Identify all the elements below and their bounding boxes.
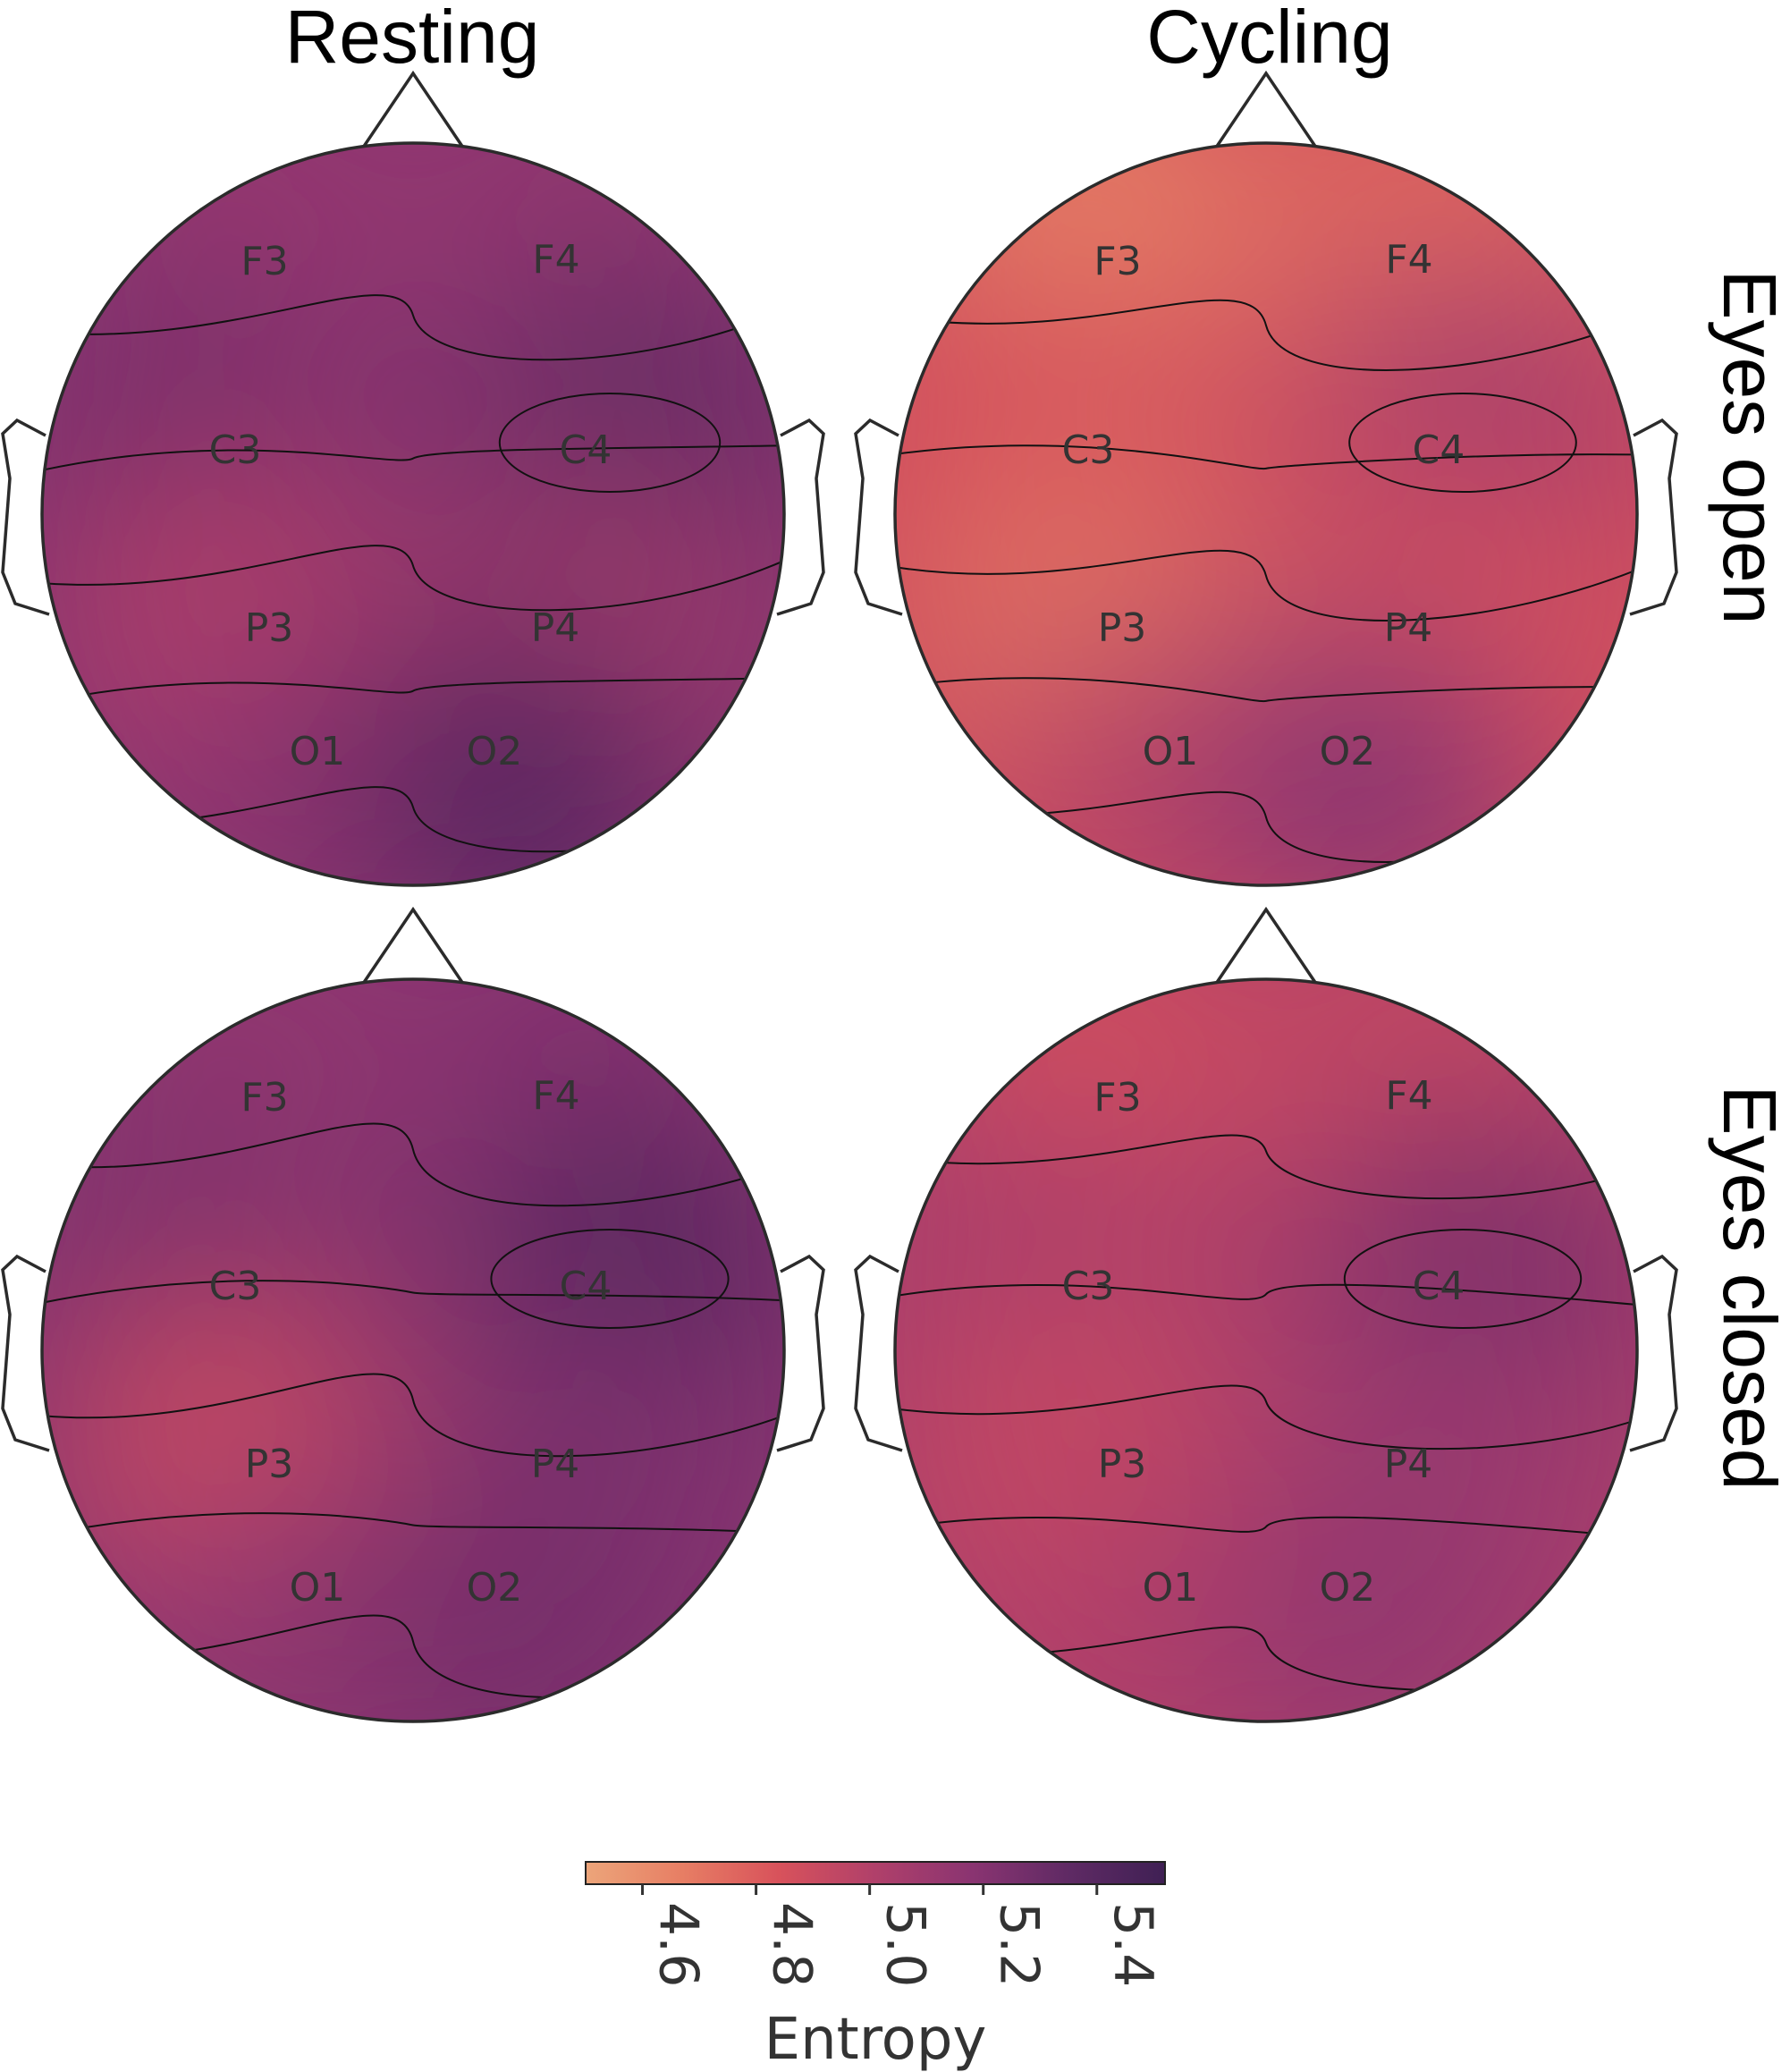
- head-outline: [893, 977, 1639, 1723]
- electrode-label-p4: P4: [1384, 1442, 1433, 1487]
- electrode-label-f3: F3: [1093, 239, 1141, 284]
- contour-line: [42, 545, 784, 612]
- topomap-cycling-eyes-closed: F3 F4 C3 C4 P3 P4 O1 O2: [854, 906, 1678, 1723]
- colorbar-tick-label: 5.0: [874, 1902, 937, 1987]
- right-ear-icon: [776, 418, 825, 616]
- electrode-label-o2: O2: [467, 1565, 523, 1611]
- electrode-label-o1: O1: [1143, 729, 1199, 774]
- left-ear-icon: [1, 1254, 50, 1452]
- electrode-label-o1: O1: [290, 1565, 346, 1611]
- left-ear-icon: [854, 418, 903, 616]
- contour-line: [490, 1229, 730, 1329]
- row-title-eyes-closed: Eyes closed: [1708, 1086, 1790, 1491]
- electrode-label-c4: C4: [1413, 427, 1465, 473]
- electrode-label-p3: P3: [1098, 1442, 1147, 1487]
- colorbar-label: Entropy: [764, 2007, 987, 2072]
- colorbar: 4.6 4.8 5.0 5.2 5.4 Entropy: [585, 1861, 1166, 2072]
- electrode-label-f3: F3: [1093, 1075, 1141, 1121]
- colorbar-tick-label: 4.6: [647, 1902, 710, 1987]
- contour-line: [895, 444, 1637, 470]
- row-title-eyes-open: Eyes open: [1708, 270, 1790, 625]
- contour-line: [895, 1134, 1637, 1200]
- electrode-label-o1: O1: [1143, 1565, 1199, 1611]
- electrode-label-f3: F3: [241, 1075, 288, 1121]
- right-ear-icon: [776, 1254, 825, 1452]
- column-title-cycling: Cycling: [1146, 0, 1392, 79]
- contour-line: [42, 1280, 784, 1307]
- contour-line: [895, 1384, 1637, 1450]
- contour-line: [895, 1516, 1637, 1540]
- column-title-resting: Resting: [285, 0, 540, 79]
- colorbar-gradient: [585, 1861, 1166, 1885]
- contour-line: [895, 1283, 1637, 1307]
- electrode-label-p3: P3: [245, 1442, 294, 1487]
- electrode-label-c3: C3: [1062, 1264, 1115, 1309]
- electrode-label-f4: F4: [1385, 1073, 1432, 1119]
- electrode-label-p4: P4: [531, 1442, 580, 1487]
- left-ear-icon: [854, 1254, 903, 1452]
- electrode-label-f4: F4: [1385, 237, 1432, 283]
- electrode-label-p4: P4: [1384, 605, 1433, 651]
- scalp-field: [895, 979, 1637, 1721]
- colorbar-tick-label: 5.2: [988, 1902, 1051, 1987]
- contour-lines: [42, 294, 784, 853]
- electrode-label-o2: O2: [467, 729, 523, 774]
- electrode-label-f4: F4: [532, 237, 579, 283]
- contour-lines: [895, 299, 1637, 863]
- contour-lines: [895, 1134, 1637, 1692]
- head-outline: [40, 141, 786, 887]
- left-ear-icon: [1, 418, 50, 616]
- electrode-label-c3: C3: [209, 1264, 262, 1309]
- electrode-label-o2: O2: [1320, 729, 1376, 774]
- contour-line: [42, 1512, 784, 1540]
- topomap-resting-eyes-open: F3 F4 C3 C4 P3 P4 O1 O2: [1, 70, 825, 887]
- contour-line: [895, 677, 1637, 703]
- topomap-resting-eyes-closed: F3 F4 C3 C4 P3 P4 O1 O2: [1, 906, 825, 1723]
- contour-line: [42, 676, 784, 708]
- topomap-cycling-eyes-open: F3 F4 C3 C4 P3 P4 O1 O2: [854, 70, 1678, 887]
- contour-line: [42, 444, 784, 476]
- scalp-field: [895, 143, 1637, 885]
- electrode-label-c3: C3: [209, 427, 262, 473]
- contour-line: [895, 549, 1637, 622]
- electrode-label-o1: O1: [290, 729, 346, 774]
- electrode-label-c4: C4: [1413, 1264, 1465, 1309]
- contour-line: [42, 294, 784, 361]
- contour-line: [895, 299, 1637, 371]
- electrode-label-f3: F3: [241, 239, 288, 284]
- electrode-label-f4: F4: [532, 1073, 579, 1119]
- contour-line: [1343, 1229, 1583, 1329]
- right-ear-icon: [1629, 1254, 1678, 1452]
- electrode-label-p3: P3: [1098, 605, 1147, 651]
- colorbar-tick-label: 5.4: [1102, 1902, 1164, 1987]
- electrode-label-c3: C3: [1062, 427, 1115, 473]
- electrode-label-p4: P4: [531, 605, 580, 651]
- colorbar-tick-label: 4.8: [761, 1902, 823, 1987]
- topomap-panels: F3 F4 C3 C4 P3 P4 O1 O2 F3 F4 C3 C4 P3 P4 O1 O2 F3 F4 C3 C4…: [1, 70, 1678, 1723]
- electrode-label-c4: C4: [560, 427, 612, 473]
- scalp-field: [42, 143, 784, 885]
- electrode-label-c4: C4: [560, 1264, 612, 1309]
- contour-line: [42, 1122, 784, 1207]
- scalp-field: [42, 979, 784, 1721]
- electrode-label-o2: O2: [1320, 1565, 1376, 1611]
- head-outline: [893, 141, 1639, 887]
- head-outline: [40, 977, 786, 1723]
- contour-line: [498, 393, 722, 493]
- contour-line: [1348, 393, 1577, 493]
- right-ear-icon: [1629, 418, 1678, 616]
- electrode-label-p3: P3: [245, 605, 294, 651]
- contour-line: [42, 1373, 784, 1458]
